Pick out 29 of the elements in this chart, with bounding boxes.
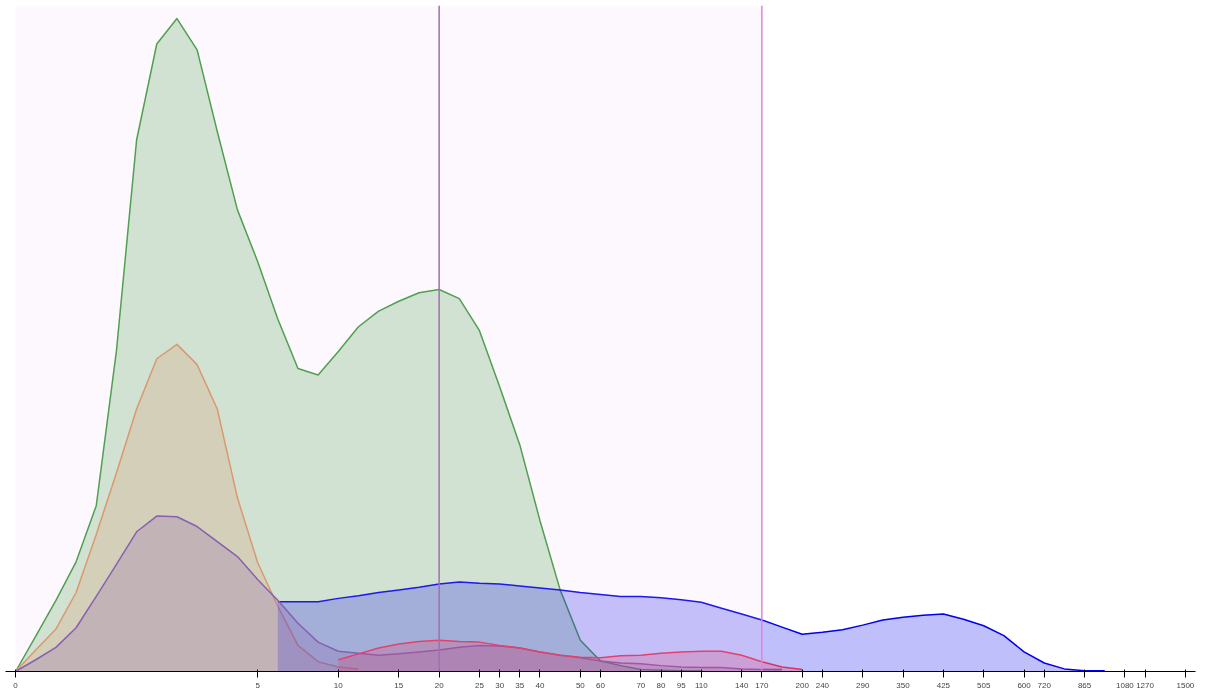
x-tick-label: 505 [977, 680, 991, 690]
x-tick-label: 80 [656, 680, 667, 690]
x-tick-label: 170 [755, 680, 770, 690]
x-tick-label: 50 [575, 680, 586, 690]
x-tick-label: 600 [1017, 680, 1032, 690]
x-tick-label: 25 [475, 680, 485, 690]
x-tick-label: 350 [896, 680, 911, 690]
x-tick-label: 1080 [1116, 680, 1135, 690]
x-tick-label: 40 [535, 680, 545, 690]
x-tick-label: 865 [1077, 680, 1092, 690]
x-tick-label: 5 [255, 680, 261, 690]
x-tick-label: 200 [795, 680, 810, 690]
x-tick-label: 240 [815, 680, 830, 690]
x-tick-label: 35 [515, 680, 525, 690]
x-tick-label: 60 [596, 680, 606, 690]
x-tick-label: 1500 [1176, 680, 1195, 690]
x-tick-label: 140 [735, 680, 749, 690]
x-tick-label: 0 [13, 680, 19, 690]
x-tick-label: 30 [495, 680, 505, 690]
x-tick-label: 95 [676, 680, 687, 690]
x-tick-label: 70 [636, 680, 646, 690]
x-tick-label: 10 [333, 680, 344, 690]
x-tick-label: 425 [936, 680, 951, 690]
x-tick-label: 110 [694, 680, 709, 690]
x-tick-label: 20 [434, 680, 445, 690]
x-tick-label: 1270 [1136, 680, 1155, 690]
x-tick-label: 720 [1037, 680, 1052, 690]
x-tick-label: 15 [394, 680, 404, 690]
x-tick-label: 290 [856, 680, 870, 690]
